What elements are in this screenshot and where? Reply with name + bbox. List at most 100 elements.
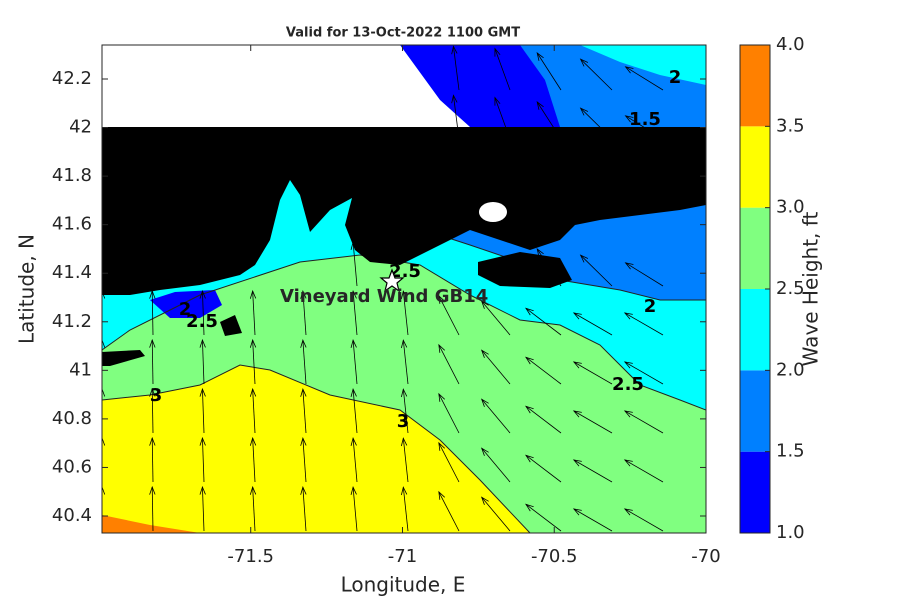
contour-fill	[102, 365, 530, 533]
contour-label: 2.5	[186, 311, 218, 332]
contour-label: 3	[397, 411, 410, 432]
wave-arrow-head	[624, 115, 634, 123]
land-mask	[102, 45, 470, 127]
colorbar-segment	[740, 126, 770, 208]
x-tick-label: -70	[691, 546, 720, 567]
wave-arrow-head	[438, 294, 446, 304]
wave-arrow-head	[249, 436, 257, 446]
wave-arrow	[625, 66, 664, 91]
colorbar-label: Wave Height, ft	[799, 212, 823, 367]
wave-arrow	[402, 340, 409, 385]
wave-arrow	[438, 491, 460, 532]
wave-arrow-head	[624, 66, 634, 74]
wave-arrow	[525, 357, 562, 385]
wave-arrow-head	[623, 508, 633, 516]
wave-arrow	[402, 389, 409, 434]
wave-arrow-head	[199, 338, 206, 348]
x-tick-label: -71.5	[227, 546, 274, 567]
wave-arrow	[438, 442, 460, 483]
wave-arrow-head	[300, 289, 307, 299]
wave-arrow	[625, 262, 664, 287]
y-tick-label: 41	[69, 359, 92, 380]
wave-arrow-head	[480, 349, 489, 358]
wave-arrow-head	[149, 485, 156, 495]
wave-arrow-head	[579, 254, 589, 263]
wave-arrow-head	[536, 52, 544, 61]
x-axis-label: Longitude, E	[341, 573, 466, 597]
map-title: Valid for 13-Oct-2022 1100 GMT	[286, 26, 520, 41]
wave-arrow	[580, 58, 613, 91]
island	[220, 315, 242, 336]
wave-arrow	[352, 291, 358, 336]
plot-area: 2 2.5 3 2.5 3 2 2.5 2 1.5 Vineyard Wind …	[102, 45, 706, 533]
contour-label: 1.5	[629, 109, 661, 130]
wave-arrow	[252, 340, 256, 385]
wave-arrow	[352, 487, 358, 532]
colorbar-segment	[740, 451, 770, 533]
contour-label: 2	[644, 296, 657, 317]
y-axis-label: Latitude, N	[15, 234, 39, 344]
wave-arrow	[624, 361, 664, 385]
wave-arrow	[402, 291, 409, 336]
wave-arrow-head	[300, 436, 307, 446]
wave-arrow-head	[494, 96, 501, 106]
wave-arrow-head	[480, 496, 489, 505]
land-mask	[479, 202, 507, 222]
wave-arrow	[252, 291, 256, 336]
wave-arrow-head	[572, 361, 582, 369]
wave-arrow	[151, 486, 154, 532]
wave-arrow	[151, 339, 154, 385]
wave-arrow	[573, 508, 613, 532]
y-tick-label: 42.2	[52, 68, 92, 89]
wave-arrow-head	[400, 486, 408, 496]
wave-arrow-head	[438, 392, 446, 402]
wave-arrow	[481, 301, 511, 336]
wave-arrow-head	[300, 485, 307, 495]
contour-label: 2	[669, 67, 682, 88]
wave-arrow-head	[199, 485, 206, 495]
wave-arrows	[102, 45, 664, 532]
wave-arrow-head	[579, 58, 589, 67]
wave-arrow-head	[579, 107, 589, 116]
wave-arrow	[302, 389, 307, 434]
wave-arrow-head	[400, 388, 408, 398]
wave-arrow-head	[102, 289, 106, 299]
wave-arrow-head	[572, 459, 582, 467]
wave-arrow	[481, 448, 511, 483]
wave-arrow-head	[400, 437, 408, 447]
colorbar-tick-label: 4.0	[776, 34, 805, 55]
wave-arrow-head	[102, 387, 106, 397]
wave-arrow-head	[480, 447, 489, 456]
wave-arrow	[494, 48, 511, 91]
wave-arrow-head	[249, 485, 257, 495]
wave-arrow	[352, 242, 358, 287]
colorbar-segment	[740, 207, 770, 289]
wave-arrow-head	[451, 45, 458, 55]
wave-arrow	[481, 497, 511, 532]
wave-arrow	[536, 52, 562, 91]
wave-arrow	[525, 455, 562, 483]
wave-arrow-head	[102, 436, 106, 446]
wave-arrow	[151, 388, 154, 434]
colorbar-tick-label: 3.0	[776, 197, 805, 218]
contour-fill	[400, 45, 560, 127]
wave-arrow-head	[300, 387, 307, 397]
wave-arrow-head	[480, 300, 489, 309]
wave-arrow-head	[525, 405, 534, 414]
wave-arrow	[402, 438, 409, 483]
station-marker	[379, 268, 405, 293]
wave-arrow	[453, 95, 460, 140]
wave-arrow	[481, 350, 511, 385]
wave-arrow-head	[525, 356, 534, 365]
x-tick-label: -70.5	[531, 546, 578, 567]
contour-fill	[580, 45, 706, 85]
wave-arrow-head	[400, 339, 408, 349]
wave-arrow-head	[624, 262, 634, 270]
wave-arrow	[302, 340, 307, 385]
y-tick-label: 40.6	[52, 456, 92, 477]
wave-arrow-head	[623, 459, 633, 467]
wave-arrow	[624, 508, 664, 532]
wave-arrow-head	[102, 338, 106, 348]
wave-arrow	[624, 410, 664, 434]
wave-arrow-head	[480, 398, 489, 407]
